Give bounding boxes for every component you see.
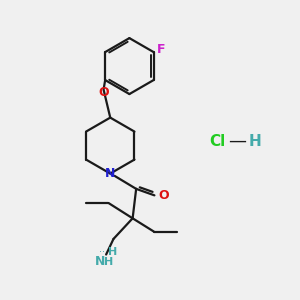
Text: Cl: Cl	[210, 134, 226, 149]
Text: H: H	[248, 134, 261, 149]
Text: —: —	[228, 132, 246, 150]
Text: N: N	[105, 167, 116, 180]
Text: F: F	[157, 43, 166, 56]
Text: N: N	[95, 255, 105, 268]
Text: O: O	[98, 86, 109, 99]
Text: H: H	[104, 257, 113, 267]
Text: H: H	[108, 248, 117, 257]
Text: O: O	[158, 189, 169, 202]
Text: ··: ··	[99, 248, 105, 257]
